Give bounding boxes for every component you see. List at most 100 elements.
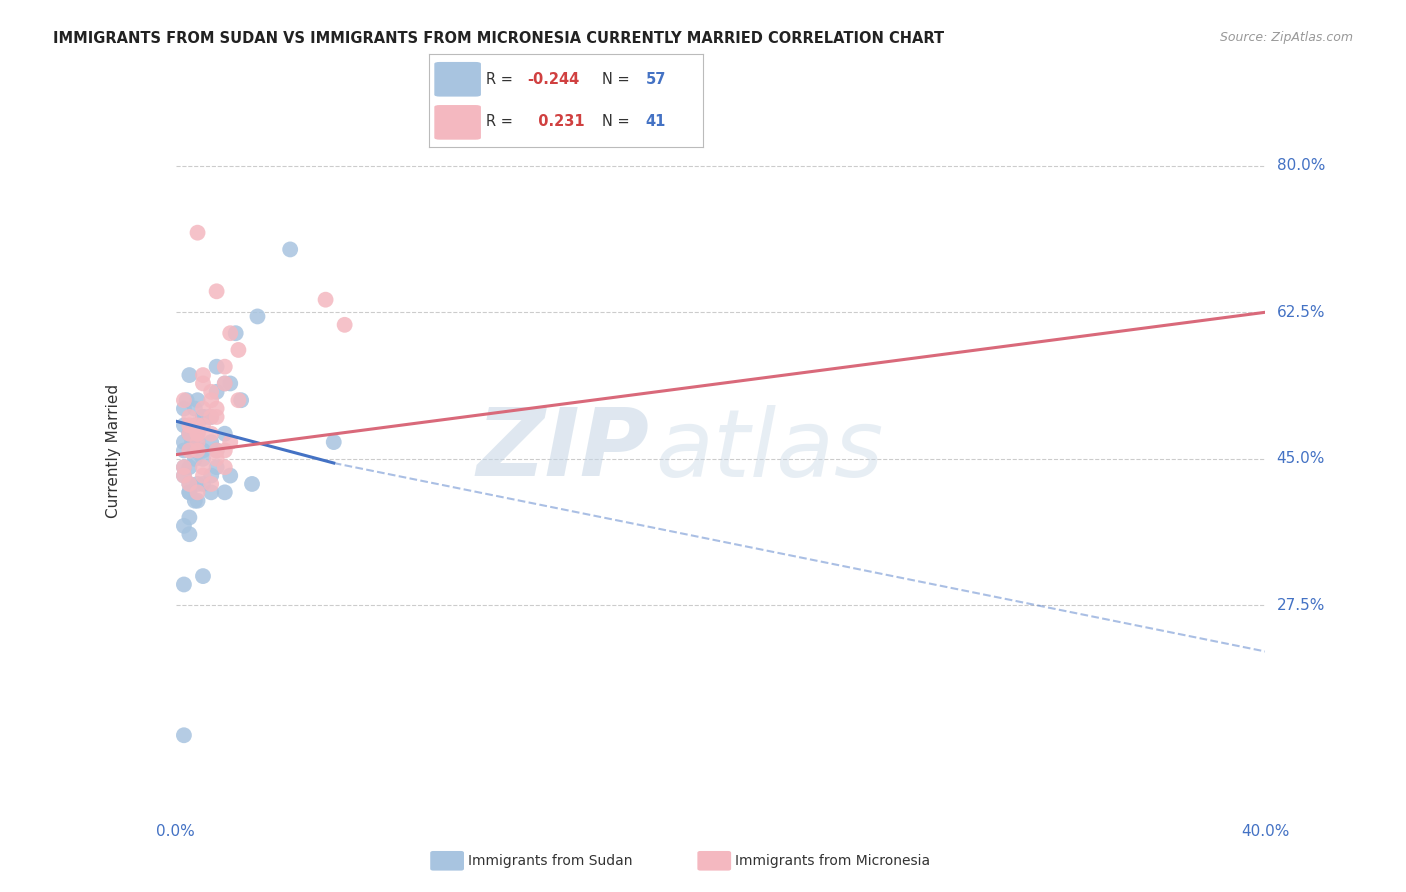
Text: 80.0%: 80.0% [1277, 158, 1324, 173]
Point [176, 393, 198, 408]
Point [200, 409, 222, 424]
Point [246, 310, 269, 324]
Point [179, 485, 201, 500]
Point [179, 510, 201, 524]
Point [322, 435, 344, 450]
Point [191, 418, 214, 433]
Point [219, 326, 242, 341]
Point [240, 477, 263, 491]
Point [214, 443, 236, 458]
Point [214, 460, 236, 475]
Point [214, 359, 236, 374]
Point [186, 426, 209, 441]
Point [184, 443, 207, 458]
Text: N =: N = [602, 71, 634, 87]
Text: N =: N = [602, 114, 634, 129]
Text: 0.0%: 0.0% [156, 824, 195, 839]
Point [205, 384, 228, 399]
Point [184, 451, 207, 466]
Point [214, 376, 236, 391]
Point [184, 401, 207, 416]
Text: ZIP: ZIP [477, 404, 650, 497]
Point [205, 285, 228, 299]
Point [179, 477, 201, 491]
Point [179, 426, 201, 441]
Text: R =: R = [486, 71, 517, 87]
Point [173, 519, 195, 533]
Point [191, 443, 214, 458]
Point [200, 435, 222, 450]
Text: Source: ZipAtlas.com: Source: ZipAtlas.com [1219, 31, 1353, 45]
Point [205, 409, 228, 424]
Point [179, 426, 201, 441]
Point [191, 401, 214, 416]
Point [191, 569, 214, 583]
Point [231, 393, 253, 408]
Point [191, 451, 214, 466]
Point [179, 460, 201, 475]
Point [191, 460, 214, 475]
Point [191, 409, 214, 424]
Point [181, 435, 204, 450]
Point [173, 460, 195, 475]
Point [173, 393, 195, 408]
Text: Currently Married: Currently Married [105, 384, 121, 517]
Point [219, 435, 242, 450]
Point [191, 477, 214, 491]
Point [179, 477, 201, 491]
Point [205, 451, 228, 466]
Text: 27.5%: 27.5% [1277, 598, 1324, 613]
Point [228, 343, 250, 357]
Point [200, 485, 222, 500]
Point [200, 409, 222, 424]
Point [179, 426, 201, 441]
Point [191, 409, 214, 424]
Point [225, 326, 247, 341]
Point [228, 393, 250, 408]
Point [191, 376, 214, 391]
Text: IMMIGRANTS FROM SUDAN VS IMMIGRANTS FROM MICRONESIA CURRENTLY MARRIED CORRELATIO: IMMIGRANTS FROM SUDAN VS IMMIGRANTS FROM… [53, 31, 945, 46]
Point [219, 376, 242, 391]
FancyBboxPatch shape [434, 62, 481, 96]
Point [179, 409, 201, 424]
Point [179, 527, 201, 541]
Point [173, 468, 195, 483]
Point [179, 418, 201, 433]
Point [173, 577, 195, 591]
Point [219, 468, 242, 483]
Point [333, 318, 356, 332]
Point [191, 409, 214, 424]
Point [186, 393, 209, 408]
FancyBboxPatch shape [434, 105, 481, 140]
Point [179, 443, 201, 458]
Text: Immigrants from Sudan: Immigrants from Sudan [468, 854, 633, 868]
Point [186, 493, 209, 508]
Point [173, 728, 195, 742]
Point [205, 359, 228, 374]
Point [205, 460, 228, 475]
Point [200, 477, 222, 491]
Point [173, 460, 195, 475]
Text: 57: 57 [645, 71, 666, 87]
Text: R =: R = [486, 114, 517, 129]
Point [173, 418, 195, 433]
Point [173, 401, 195, 416]
Point [173, 468, 195, 483]
Point [200, 426, 222, 441]
Point [173, 443, 195, 458]
Point [173, 435, 195, 450]
Point [214, 426, 236, 441]
Point [205, 443, 228, 458]
Point [205, 401, 228, 416]
Text: Immigrants from Micronesia: Immigrants from Micronesia [735, 854, 931, 868]
Point [186, 477, 209, 491]
Text: 40.0%: 40.0% [1241, 824, 1289, 839]
Text: 62.5%: 62.5% [1277, 305, 1324, 319]
Point [184, 493, 207, 508]
Point [186, 426, 209, 441]
Text: atlas: atlas [655, 405, 883, 496]
Point [184, 418, 207, 433]
Point [200, 468, 222, 483]
Point [200, 384, 222, 399]
Text: -0.244: -0.244 [527, 71, 579, 87]
